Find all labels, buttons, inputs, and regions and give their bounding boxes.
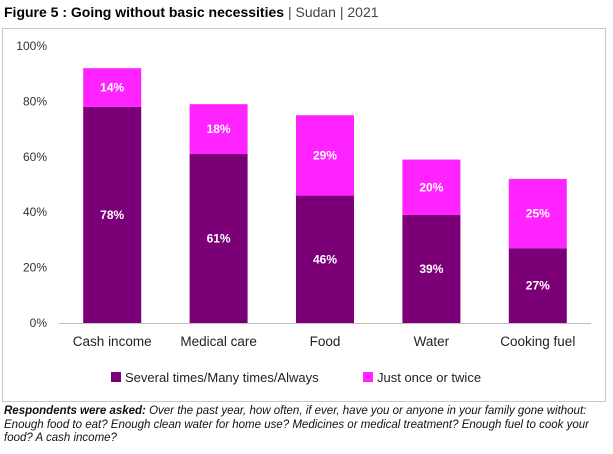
figure-title-main: Figure 5 : Going without basic necessiti… bbox=[4, 4, 285, 20]
y-tick-label: 0% bbox=[30, 316, 48, 330]
data-label: 14% bbox=[100, 81, 124, 95]
bar-once-or-twice bbox=[296, 115, 354, 196]
y-tick-label: 80% bbox=[23, 94, 47, 108]
bar-several-times bbox=[296, 195, 354, 323]
bar-several-times bbox=[508, 248, 567, 323]
chart-frame: 0% 20% 40% 60% 80% 100% 78% 14% Cash income 61% 18… bbox=[2, 28, 606, 402]
data-label: 27% bbox=[526, 279, 550, 293]
legend-swatch bbox=[111, 372, 121, 382]
x-tick-label: Food bbox=[310, 334, 341, 349]
data-label: 25% bbox=[526, 207, 550, 221]
legend-swatch bbox=[363, 372, 373, 382]
bar-several-times bbox=[83, 106, 142, 323]
x-tick-label: Water bbox=[414, 334, 450, 349]
x-tick-label: Cooking fuel bbox=[500, 334, 575, 349]
y-tick-label: 60% bbox=[23, 150, 47, 164]
footnote-question-label: Respondents were asked: bbox=[4, 405, 146, 417]
y-tick-label: 40% bbox=[23, 205, 47, 219]
stacked-bar-chart: 0% 20% 40% 60% 80% 100% 78% 14% Cash income 61% 18… bbox=[16, 39, 591, 385]
data-label: 39% bbox=[419, 262, 443, 276]
title-separator: | bbox=[287, 4, 292, 20]
footnote-question-text: Over the past year, how often, if ever, … bbox=[4, 405, 589, 444]
legend-label: Just once or twice bbox=[377, 370, 481, 385]
x-tick-label: Cash income bbox=[73, 334, 152, 349]
title-separator: | bbox=[339, 4, 344, 20]
data-label: 29% bbox=[313, 148, 337, 162]
title-country: Sudan bbox=[295, 4, 336, 20]
bar-once-or-twice bbox=[83, 68, 142, 107]
title-year: 2021 bbox=[347, 4, 379, 20]
legend-label: Several times/Many times/Always bbox=[125, 370, 319, 385]
y-tick-label: 20% bbox=[23, 261, 47, 275]
bar-several-times bbox=[189, 154, 248, 323]
data-label: 18% bbox=[207, 122, 231, 136]
bar-once-or-twice bbox=[189, 104, 248, 155]
data-label: 61% bbox=[207, 232, 231, 246]
bar-several-times bbox=[402, 214, 461, 323]
data-label: 78% bbox=[100, 208, 124, 222]
footnote: Respondents were asked: Over the past ye… bbox=[4, 405, 608, 446]
bar-once-or-twice bbox=[508, 178, 567, 249]
y-tick-label: 100% bbox=[16, 39, 47, 53]
figure-title: Figure 5 : Going without basic necessiti… bbox=[4, 3, 609, 21]
data-label: 46% bbox=[313, 252, 337, 266]
data-label: 20% bbox=[419, 180, 443, 194]
bar-once-or-twice bbox=[402, 159, 461, 215]
x-tick-label: Medical care bbox=[180, 334, 257, 349]
